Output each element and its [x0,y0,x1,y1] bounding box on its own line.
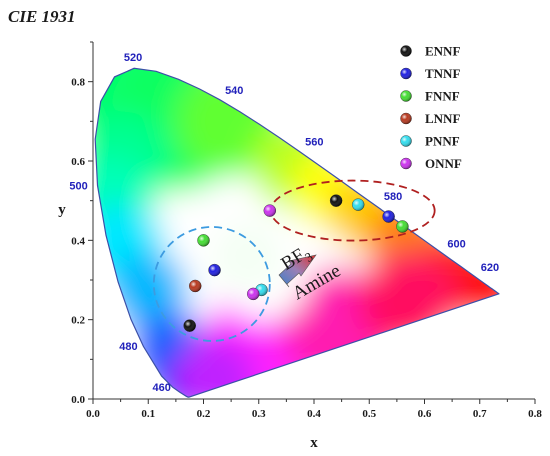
wavelength-label: 540 [225,85,243,97]
x-tick-label: 0.7 [473,408,487,420]
legend-label: LNNF [425,111,460,126]
wavelength-labels: 460 480 500 520 540 560 580 600 620 [69,52,499,394]
x-tick-label: 0.1 [141,408,155,420]
data-point-shading [197,234,210,247]
x-tick-label: 0.3 [252,408,266,420]
legend-marker-shading [400,135,412,147]
x-tick-label: 0.8 [528,408,542,420]
data-point-shading [263,204,276,217]
data-point-shading [352,198,365,211]
wavelength-label: 620 [481,262,499,274]
data-point-shading [396,220,409,233]
x-axis-label: x [310,435,318,451]
data-point-shading [189,279,202,292]
x-tick-label: 0.2 [197,408,211,420]
y-tick-label: 0.2 [71,315,85,327]
chart-title: CIE 1931 [8,7,76,26]
legend-marker-shading [400,113,412,124]
legend: ENNF TNNF FNNF LNNF PNNF ONNF [400,44,462,171]
wavelength-label: 520 [124,52,142,64]
x-tick-label: 0.5 [362,408,376,420]
data-point-shading [330,194,343,207]
legend-label: ENNF [425,44,460,59]
data-points [183,194,409,332]
y-axis-label: y [58,202,66,218]
data-point-shading [183,319,196,332]
blue-dashed-ellipse [152,226,271,342]
y-tick-label: 0.6 [71,156,85,168]
legend-marker-shading [400,45,412,57]
wavelength-label: 580 [384,191,402,203]
y-tick-label: 0.0 [71,394,85,406]
y-tick-label: 0.8 [71,77,85,89]
wavelength-label: 460 [153,382,171,394]
axes: 0.0 0.1 0.2 0.3 0.4 0.5 0.6 0.7 0.8 0.0 0.2 0.4 0.6 0… [71,41,542,420]
x-tick-label: 0.6 [418,408,432,420]
legend-marker-shading [400,90,412,102]
legend-marker-shading [400,158,412,169]
color-blob [357,249,458,350]
spectral-locus-outline [94,67,500,398]
wavelength-label: 600 [447,238,465,250]
color-blob [212,221,283,292]
legend-label: ONNF [425,156,462,171]
wavelength-label: 480 [119,341,137,353]
bf3-amine-arrow [278,254,317,288]
legend-marker-shading [400,68,412,79]
x-tick-label: 0.0 [86,408,100,420]
data-point-shading [247,287,260,300]
wavelength-label: 560 [305,136,323,148]
color-blob [174,339,255,398]
data-point-shading [382,210,395,223]
wavelength-label: 500 [69,181,87,193]
legend-label: TNNF [425,66,460,81]
y-tick-label: 0.4 [71,235,85,247]
x-tick-label: 0.4 [307,408,321,420]
data-point-shading [208,264,221,277]
legend-label: FNNF [425,89,460,104]
legend-label: PNNF [425,134,460,149]
